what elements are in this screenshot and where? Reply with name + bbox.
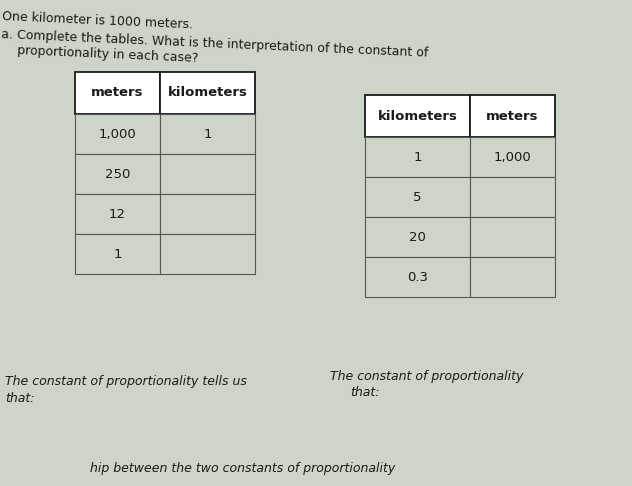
- Text: 12: 12: [109, 208, 126, 221]
- Text: a. Complete the tables. What is the interpretation of the constant of: a. Complete the tables. What is the inte…: [1, 28, 429, 60]
- Text: 250: 250: [105, 168, 130, 180]
- Text: 0.3: 0.3: [407, 271, 428, 283]
- Text: meters: meters: [486, 109, 538, 122]
- Bar: [75, 72, 160, 114]
- Bar: [75, 114, 160, 154]
- Bar: [470, 95, 555, 137]
- Bar: [365, 177, 470, 217]
- Text: kilometers: kilometers: [167, 87, 248, 100]
- Bar: [75, 234, 160, 274]
- Text: 20: 20: [409, 230, 426, 243]
- Bar: [160, 194, 255, 234]
- Text: 1,000: 1,000: [494, 151, 532, 163]
- Bar: [470, 137, 555, 177]
- Bar: [470, 217, 555, 257]
- Bar: [470, 257, 555, 297]
- Bar: [160, 114, 255, 154]
- Text: 1: 1: [413, 151, 422, 163]
- Text: The constant of proportionality tells us: The constant of proportionality tells us: [5, 375, 247, 388]
- Text: that:: that:: [5, 392, 35, 405]
- Bar: [160, 234, 255, 274]
- Bar: [470, 177, 555, 217]
- Bar: [365, 257, 470, 297]
- Text: that:: that:: [350, 386, 379, 399]
- Text: One kilometer is 1000 meters.: One kilometer is 1000 meters.: [1, 10, 193, 31]
- Text: 5: 5: [413, 191, 422, 204]
- Text: meters: meters: [91, 87, 143, 100]
- Bar: [75, 194, 160, 234]
- Bar: [160, 72, 255, 114]
- Bar: [365, 217, 470, 257]
- Bar: [160, 154, 255, 194]
- Bar: [75, 154, 160, 194]
- Bar: [365, 137, 470, 177]
- Text: 1,000: 1,000: [99, 127, 137, 140]
- Text: proportionality in each case?: proportionality in each case?: [18, 44, 199, 65]
- Text: 1: 1: [204, 127, 212, 140]
- Bar: [365, 95, 470, 137]
- Text: The constant of proportionality: The constant of proportionality: [330, 370, 523, 383]
- Text: kilometers: kilometers: [377, 109, 458, 122]
- Text: 1: 1: [113, 247, 122, 260]
- Text: hip between the two constants of proportionality: hip between the two constants of proport…: [90, 462, 395, 475]
